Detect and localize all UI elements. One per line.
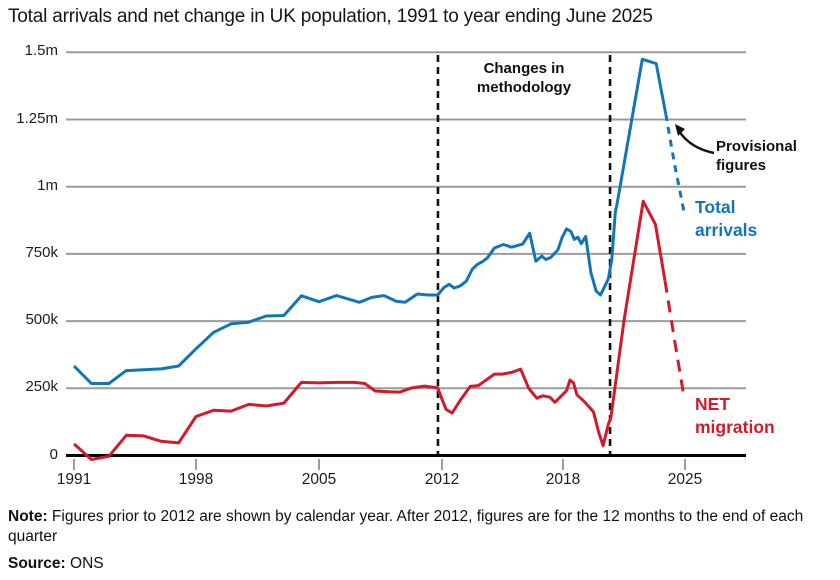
series-line-total-arrivals-provisional bbox=[664, 113, 686, 213]
series-line-net-migration bbox=[72, 199, 667, 461]
source-label: Source: bbox=[8, 555, 66, 572]
x-tick-label: 2018 bbox=[545, 471, 581, 488]
y-tick-label: 0 bbox=[49, 445, 58, 463]
note-text: Note: Figures prior to 2012 are shown by… bbox=[8, 508, 804, 545]
x-tick-label: 2012 bbox=[424, 471, 460, 488]
x-tick-label: 1998 bbox=[178, 471, 214, 488]
x-tick-label: 2025 bbox=[667, 471, 703, 488]
series-line-total-arrivals bbox=[72, 57, 668, 385]
provisional-arrow bbox=[677, 130, 715, 155]
series-line-net-migration-provisional bbox=[663, 280, 686, 398]
y-tick-label: 500k bbox=[25, 311, 58, 329]
y-tick-label: 1m bbox=[37, 176, 58, 194]
chart-title: Total arrivals and net change in UK popu… bbox=[8, 6, 653, 27]
net-migration-series-label: NET migration bbox=[695, 394, 775, 437]
chart-canvas bbox=[66, 51, 746, 470]
provisional-arrowhead-icon bbox=[675, 124, 685, 136]
x-tick-label: 1991 bbox=[56, 471, 92, 488]
provisional-figures-annotation: Provisional figures bbox=[716, 138, 797, 174]
y-tick-label: 750k bbox=[25, 243, 58, 261]
x-tick-label: 2005 bbox=[301, 471, 337, 488]
y-tick-label: 1.5m bbox=[24, 42, 58, 60]
note-label: Note: bbox=[8, 508, 48, 525]
total-arrivals-series-label: Total arrivals bbox=[695, 197, 758, 240]
methodology-annotation: Changes in methodology bbox=[476, 60, 572, 96]
y-tick-label: 1.25m bbox=[16, 109, 58, 127]
source-text: Source: ONS bbox=[8, 555, 104, 572]
y-tick-label: 250k bbox=[25, 378, 58, 396]
